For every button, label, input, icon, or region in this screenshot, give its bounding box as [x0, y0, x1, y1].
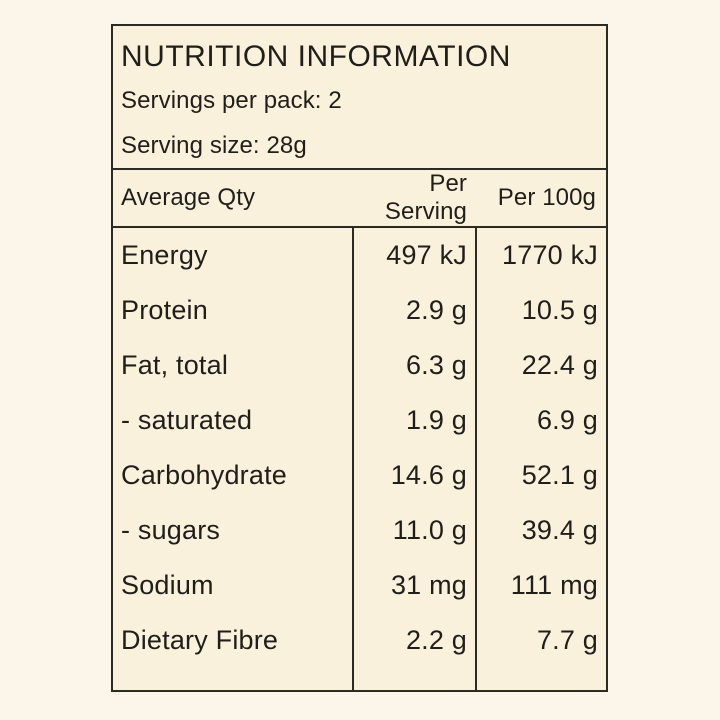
nutrition-panel: NUTRITION INFORMATION Servings per pack:… [111, 24, 608, 692]
table-row-saturated: - saturated 1.9 g 6.9 g [113, 393, 606, 448]
row-label: Energy [121, 240, 208, 270]
table-row-protein: Protein 2.9 g 10.5 g [113, 283, 606, 338]
row-value-per-100g: 111 mg [475, 558, 606, 613]
filler-cell [113, 668, 352, 690]
row-value-per-serving: 2.9 g [352, 283, 475, 338]
nutrition-table-body: Energy 497 kJ 1770 kJ Protein 2.9 g 10.5… [113, 228, 606, 690]
row-value-per-serving: 6.3 g [352, 338, 475, 393]
row-value-per-100g: 6.9 g [475, 393, 606, 448]
row-label: - sugars [121, 515, 221, 545]
table-row-dietary-fibre: Dietary Fibre 2.2 g 7.7 g [113, 613, 606, 668]
row-value-per-serving: 2.2 g [352, 613, 475, 668]
column-header-per-serving: Per Serving [384, 170, 467, 225]
row-value-per-100g: 52.1 g [475, 448, 606, 503]
column-header-average-qty: Average Qty [121, 184, 256, 211]
table-row-sugars: - sugars 11.0 g 39.4 g [113, 503, 606, 558]
column-header-row: Average Qty Per Serving Per 100g [113, 170, 606, 228]
row-label: Carbohydrate [121, 460, 287, 490]
row-value-per-100g: 1770 kJ [475, 228, 606, 283]
row-value-per-100g: 10.5 g [475, 283, 606, 338]
row-label: Sodium [121, 570, 214, 600]
row-value-per-serving: 31 mg [352, 558, 475, 613]
row-value-per-100g: 7.7 g [475, 613, 606, 668]
row-label: Fat, total [121, 350, 229, 380]
table-row-energy: Energy 497 kJ 1770 kJ [113, 228, 606, 283]
row-value-per-serving: 14.6 g [352, 448, 475, 503]
table-row-carbohydrate: Carbohydrate 14.6 g 52.1 g [113, 448, 606, 503]
row-label: - saturated [121, 405, 253, 435]
filler-cell [352, 668, 475, 690]
table-row-sodium: Sodium 31 mg 111 mg [113, 558, 606, 613]
row-value-per-serving: 497 kJ [352, 228, 475, 283]
row-value-per-serving: 1.9 g [352, 393, 475, 448]
row-label: Protein [121, 295, 208, 325]
row-value-per-100g: 39.4 g [475, 503, 606, 558]
panel-header: NUTRITION INFORMATION Servings per pack:… [113, 26, 606, 170]
column-header-per-100g: Per 100g [497, 184, 596, 211]
table-row-fat-total: Fat, total 6.3 g 22.4 g [113, 338, 606, 393]
panel-title: NUTRITION INFORMATION [121, 40, 511, 73]
table-filler-row [113, 668, 606, 690]
row-label: Dietary Fibre [121, 625, 279, 655]
servings-per-pack: Servings per pack: 2 [121, 87, 342, 114]
filler-cell [475, 668, 606, 690]
row-value-per-serving: 11.0 g [352, 503, 475, 558]
row-value-per-100g: 22.4 g [475, 338, 606, 393]
serving-size: Serving size: 28g [121, 132, 307, 159]
